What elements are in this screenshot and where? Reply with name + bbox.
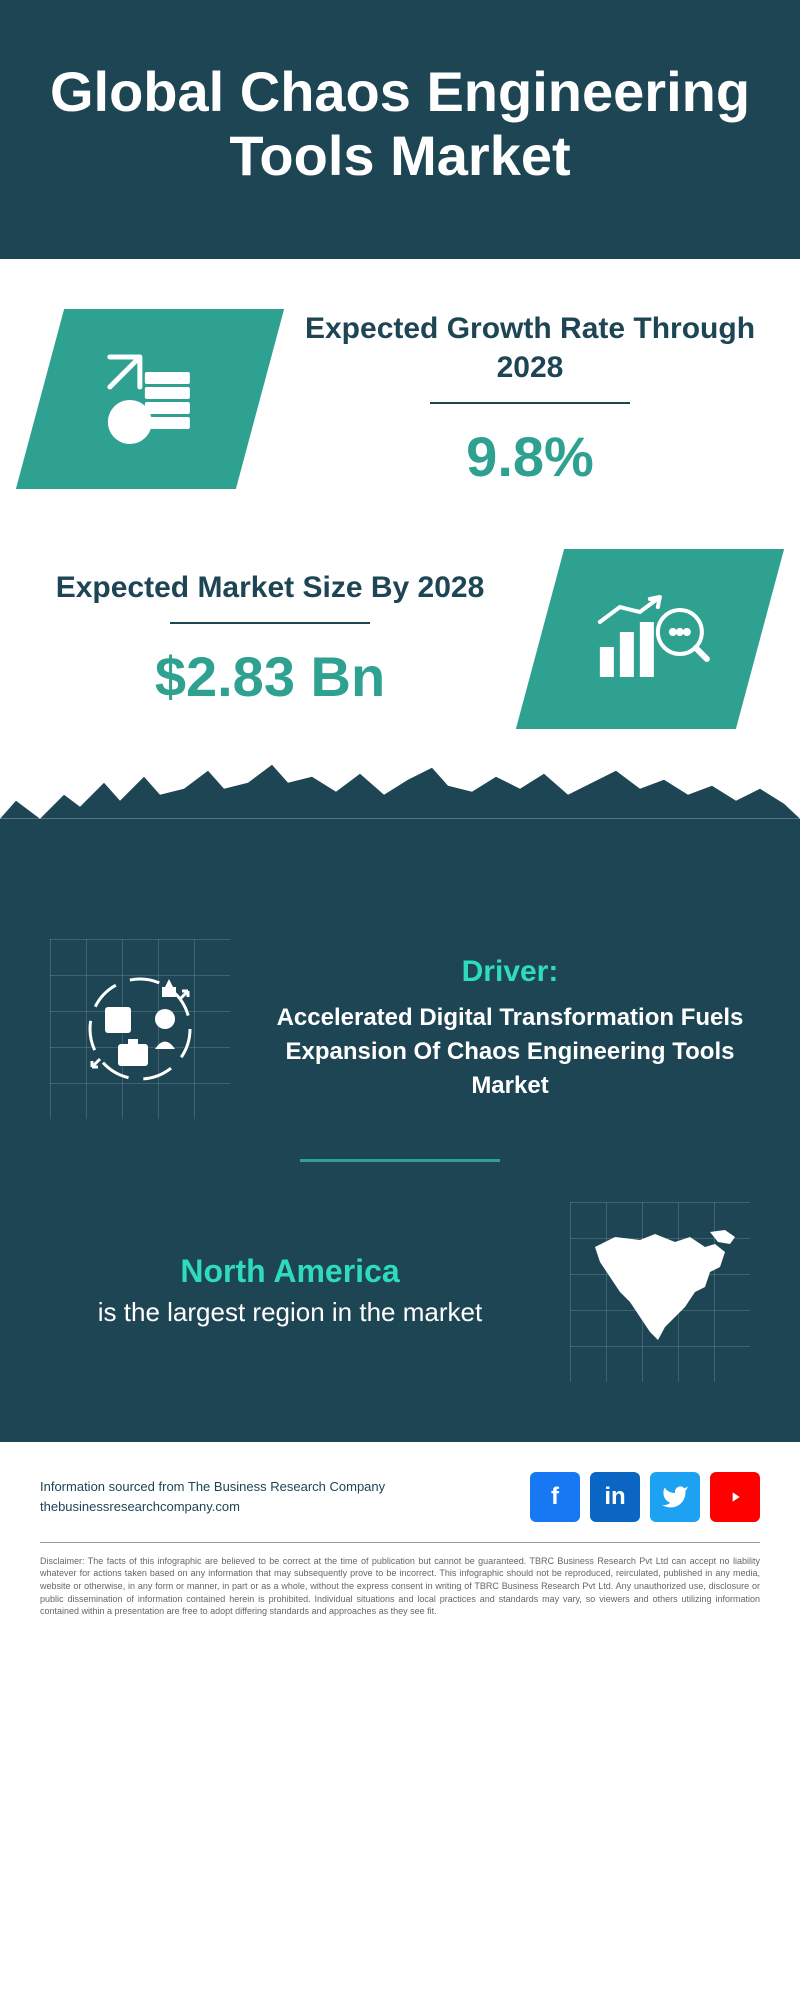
market-size-value: $2.83 Bn [40,644,500,709]
youtube-icon[interactable] [710,1472,760,1522]
analytics-icon-box [516,549,784,729]
growth-rate-stat: $ Expected Growth Rate Through 2028 9.8% [40,309,760,489]
disclaimer-text: Disclaimer: The facts of this infographi… [40,1555,760,1618]
region-block: North America is the largest region in t… [50,1202,750,1382]
divider [170,622,370,624]
divider [430,402,630,404]
source-line-2: thebusinessresearchcompany.com [40,1497,385,1517]
region-text-block: North America is the largest region in t… [50,1253,530,1330]
region-description: is the largest region in the market [98,1297,482,1327]
header-banner: Global Chaos Engineering Tools Market [0,0,800,259]
market-size-label: Expected Market Size By 2028 [40,568,500,607]
twitter-icon[interactable] [650,1472,700,1522]
section-divider [300,1159,500,1162]
growth-rate-value: 9.8% [300,424,760,489]
driver-block: Driver: Accelerated Digital Transformati… [50,939,750,1119]
driver-label: Driver: [270,955,750,989]
facebook-icon[interactable]: f [530,1472,580,1522]
transformation-icon [50,939,230,1119]
footer: Information sourced from The Business Re… [0,1442,800,1638]
money-growth-icon: $ [90,336,210,461]
stats-section: $ Expected Growth Rate Through 2028 9.8% [0,259,800,819]
growth-icon-box: $ [16,309,284,489]
market-size-text: Expected Market Size By 2028 $2.83 Bn [40,568,500,709]
analytics-icon [585,576,715,701]
svg-text:$: $ [123,407,138,437]
driver-region-section: Driver: Accelerated Digital Transformati… [0,939,800,1442]
page-title: Global Chaos Engineering Tools Market [40,60,760,189]
footer-top-row: Information sourced from The Business Re… [40,1472,760,1522]
north-america-map-icon [570,1202,750,1382]
social-icons-row: f in [530,1472,760,1522]
footer-divider [40,1542,760,1543]
source-attribution: Information sourced from The Business Re… [40,1477,385,1516]
driver-description: Accelerated Digital Transformation Fuels… [270,1001,750,1102]
market-size-stat: Expected Market Size By 2028 $2.83 Bn [40,549,760,729]
source-line-1: Information sourced from The Business Re… [40,1477,385,1497]
linkedin-icon[interactable]: in [590,1472,640,1522]
growth-rate-text: Expected Growth Rate Through 2028 9.8% [300,309,760,489]
growth-rate-label: Expected Growth Rate Through 2028 [300,309,760,387]
driver-text-block: Driver: Accelerated Digital Transformati… [270,955,750,1102]
skyline-divider [0,819,800,939]
region-highlight: North America [50,1253,530,1290]
